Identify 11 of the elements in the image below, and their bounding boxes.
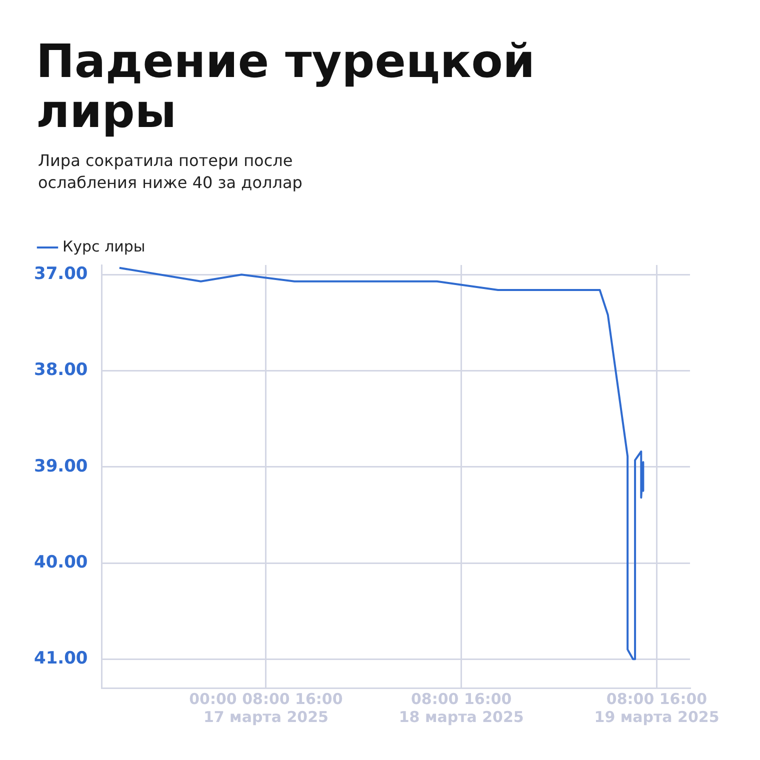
chart-subtitle: Лира сократила потери после ослабления ниже 40 за доллар xyxy=(38,150,304,194)
chart-title: Падение турецкой лиры xyxy=(36,34,536,138)
legend-label: Курс лиры xyxy=(62,237,146,256)
y-tick-label: 40.00 xyxy=(34,552,88,572)
y-tick-label: 37.00 xyxy=(34,264,88,284)
y-tick-label: 41.00 xyxy=(34,648,88,669)
x-tick-label: 00:00 08:00 16:00 17 марта 2025 xyxy=(189,690,343,726)
y-tick-label: 39.00 xyxy=(34,456,88,476)
x-tick-label: 08:00 16:00 19 марта 2025 xyxy=(594,690,720,726)
x-tick-label: 08:00 16:00 18 марта 2025 xyxy=(398,690,524,726)
y-tick-label: 38.00 xyxy=(34,360,88,380)
